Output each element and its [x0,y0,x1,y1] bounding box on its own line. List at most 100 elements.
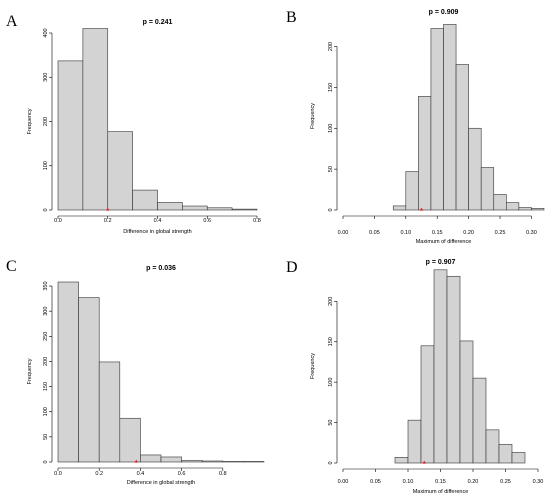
panel-letter-b: B [286,9,297,26]
histogram-bar [498,444,513,464]
x-tick-label: 0.10 [400,230,411,236]
histogram-bar [181,460,203,463]
histogram-bar [480,167,495,211]
chart-title: p = 0.907 [426,259,456,266]
histogram-bar [119,417,141,463]
y-axis-label: Frequency [310,353,316,379]
y-tick-label: 300 [43,307,49,316]
x-tick-label: 0.05 [369,230,380,236]
histogram-bar [201,460,224,463]
y-tick-label: 0 [328,208,334,211]
histogram-bar [98,361,121,463]
x-tick-label: 0.6 [203,218,211,224]
y-tick-label: 150 [328,337,334,346]
x-tick-label: 0.05 [370,479,381,485]
y-axis-label: Frequency [27,358,33,384]
histogram-bar [57,281,79,463]
histogram-bar [420,345,435,464]
observed-value-marker [419,207,424,211]
chart-title: p = 0.036 [146,265,176,272]
histogram-bar [231,208,258,211]
x-tick-label: 0.0 [54,218,62,224]
y-axis-label: Frequency [27,108,33,134]
histogram-bar [459,340,474,464]
x-axis-label: Maximum of difference [416,239,472,245]
y-tick-label: 100 [328,378,334,387]
x-tick-label: 0.0 [54,471,62,477]
y-tick-label: 200 [328,297,334,306]
chart-title: p = 0.909 [429,9,459,16]
x-tick-label: 0.25 [495,230,506,236]
chart-title: p = 0.241 [143,19,173,26]
histogram-bar [443,24,457,211]
histogram-bar [485,429,500,464]
y-tick-label: 200 [43,117,49,126]
y-tick-label: 300 [43,73,49,82]
histogram-bar [394,457,409,464]
x-tick-label: 0.30 [533,479,544,485]
y-axis-label: Frequency [310,103,316,129]
x-tick-label: 0.6 [178,471,186,477]
x-tick-label: 0.4 [154,218,162,224]
y-tick-label: 200 [328,42,334,51]
x-tick-label: 0.00 [338,230,349,236]
x-axis-label: Maximum of difference [413,489,469,495]
histogram-bar [430,28,444,211]
histogram-bar [472,377,487,464]
observed-value-marker [422,460,427,464]
histogram-bar [78,297,100,463]
histogram-bar [506,202,520,211]
histogram-bar [206,207,233,211]
x-tick-label: 0.15 [435,479,446,485]
histogram-bar [433,269,448,464]
x-tick-label: 0.20 [463,230,474,236]
y-tick-label: 350 [43,281,49,290]
y-tick-label: 150 [328,83,334,92]
y-tick-label: 100 [43,407,49,416]
x-tick-label: 0.4 [137,471,145,477]
y-tick-label: 0 [328,461,334,464]
y-tick-label: 0 [43,460,49,463]
x-tick-label: 0.20 [468,479,479,485]
x-tick-label: 0.25 [500,479,511,485]
y-tick-label: 250 [43,332,49,341]
x-axis-label: Difference in global strength [123,229,191,235]
x-tick-label: 0.00 [338,479,349,485]
x-tick-label: 0.8 [253,218,261,224]
histogram-bar [157,202,183,211]
histogram-bar [446,275,461,464]
x-tick-label: 0.10 [403,479,414,485]
histogram-bar [160,456,182,463]
y-tick-label: 0 [43,208,49,211]
y-tick-label: 50 [328,420,334,426]
histogram-bar [468,127,482,211]
y-tick-label: 100 [328,124,334,133]
x-tick-label: 0.30 [526,230,537,236]
x-tick-label: 0.8 [219,471,227,477]
histogram-bar [511,452,526,464]
histogram-bar [392,205,407,211]
y-tick-label: 150 [43,382,49,391]
histogram-bar [405,171,419,211]
y-tick-label: 100 [43,161,49,170]
histogram-bar [418,96,432,211]
histogram-bar [140,454,162,463]
observed-value-marker [105,207,110,211]
y-tick-label: 50 [43,434,49,440]
panel-letter-d: D [286,259,298,276]
x-tick-label: 0.2 [95,471,103,477]
y-tick-label: 50 [328,166,334,172]
y-tick-label: 400 [43,28,49,37]
histogram-bar [107,131,133,211]
histogram-bar [82,28,109,211]
panel-letter-c: C [6,258,17,275]
histogram-bar [455,64,469,211]
panel-letter-a: A [6,13,18,30]
x-tick-label: 0.15 [432,230,443,236]
histogram-bar [182,205,208,211]
histogram-bar [243,461,265,463]
histogram-bar [407,419,422,464]
x-axis-label: Difference in global strength [127,480,195,486]
histogram-bar [531,208,545,211]
